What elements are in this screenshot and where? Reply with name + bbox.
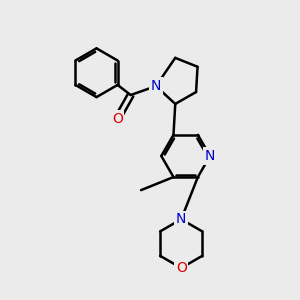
Text: O: O: [112, 112, 123, 126]
Text: N: N: [151, 79, 161, 93]
Text: N: N: [176, 212, 186, 226]
Text: N: N: [205, 149, 215, 163]
Text: O: O: [176, 261, 187, 275]
